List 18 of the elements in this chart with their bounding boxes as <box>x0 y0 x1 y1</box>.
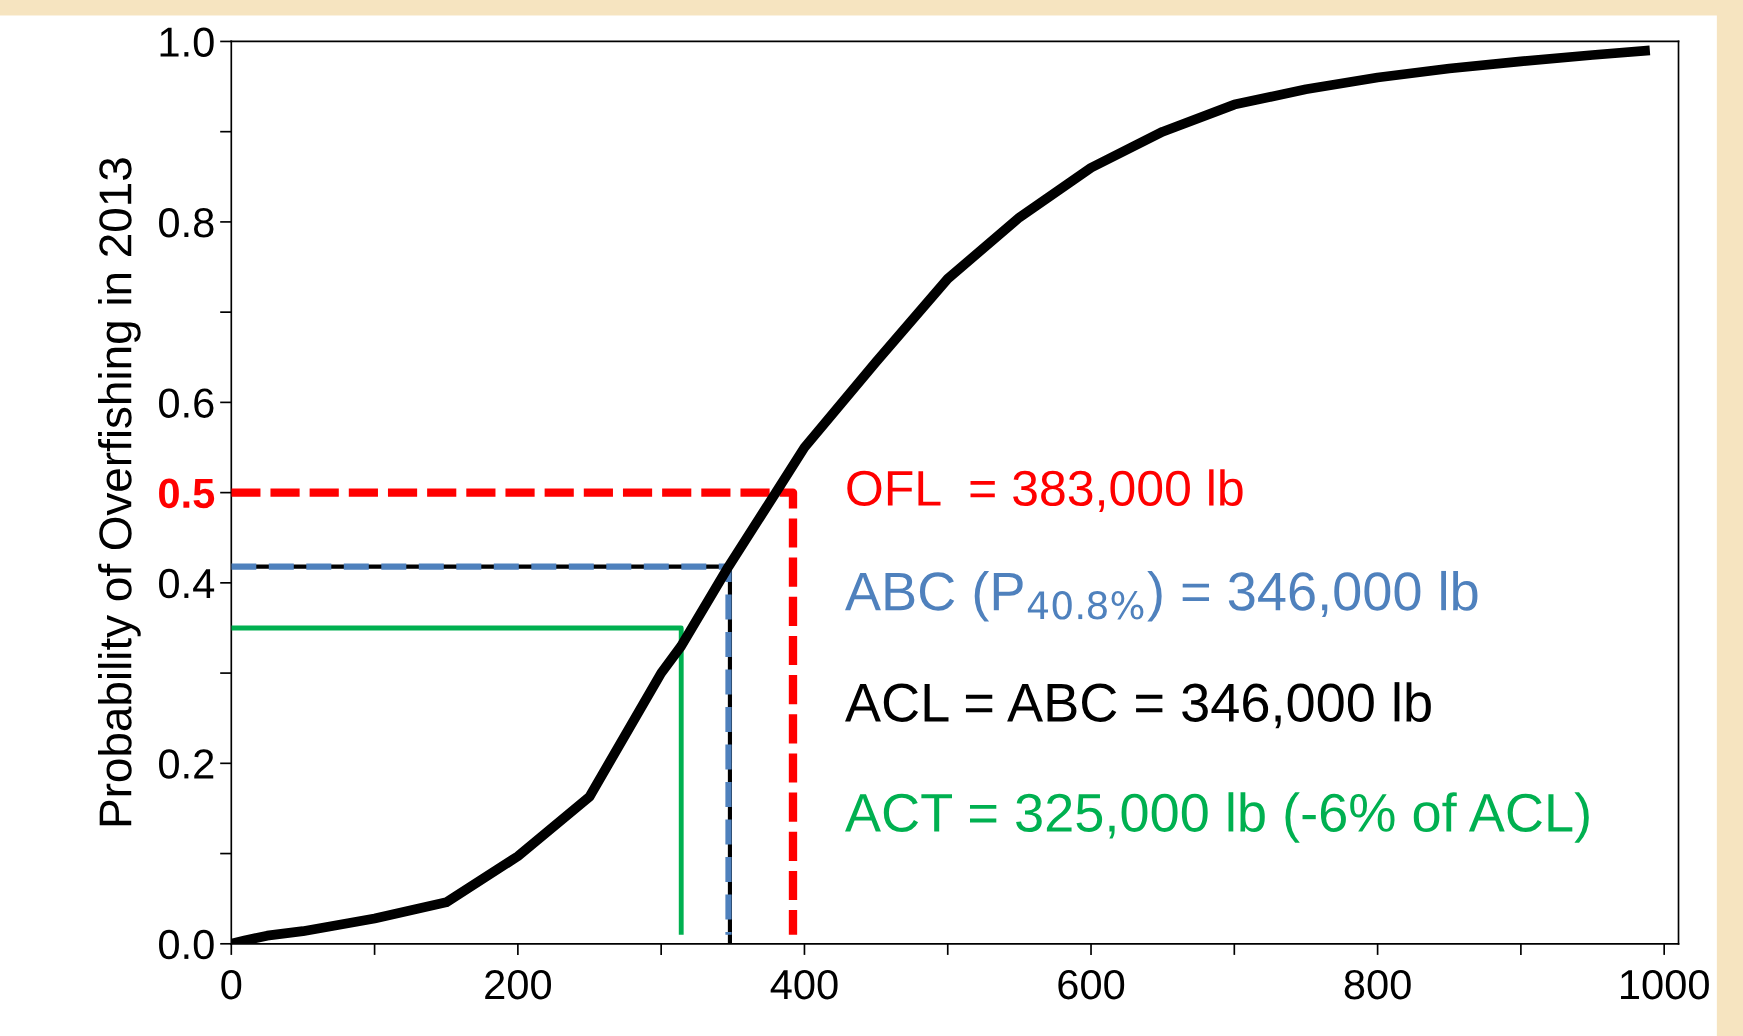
y-tick-label: 0.8 <box>159 207 214 238</box>
y-tick-label: 0.4 <box>159 568 215 599</box>
annotation: ABC (P$_{40.8%}$) = 346,000 lb <box>845 570 1478 622</box>
y-tick-label: 1.0 <box>160 27 214 57</box>
annotation: OFL = 383,000 lb <box>847 469 1243 512</box>
y-tick-label: 0.6 <box>159 388 214 418</box>
x-tick-label: 600 <box>1058 969 1125 1000</box>
x-tick-label: 800 <box>1344 969 1411 1000</box>
x-tick-label: 200 <box>485 969 552 1000</box>
y-tick-label: 0.2 <box>159 749 214 779</box>
annotation: ACT = 325,000 lb (-6% of ACL) <box>845 792 1589 843</box>
x-tick-label: 400 <box>770 969 838 1000</box>
annotation: ACL = ABC = 346,000 lb <box>845 682 1431 729</box>
y-axis-title: Probability of Overfishing in 2013 <box>98 158 141 826</box>
x-tick-label: 1000 <box>1621 969 1709 1000</box>
y-tick-label: 0.5 <box>159 478 215 509</box>
y-tick-label: 0.0 <box>159 929 214 960</box>
x-tick-label: 0 <box>221 969 242 1000</box>
